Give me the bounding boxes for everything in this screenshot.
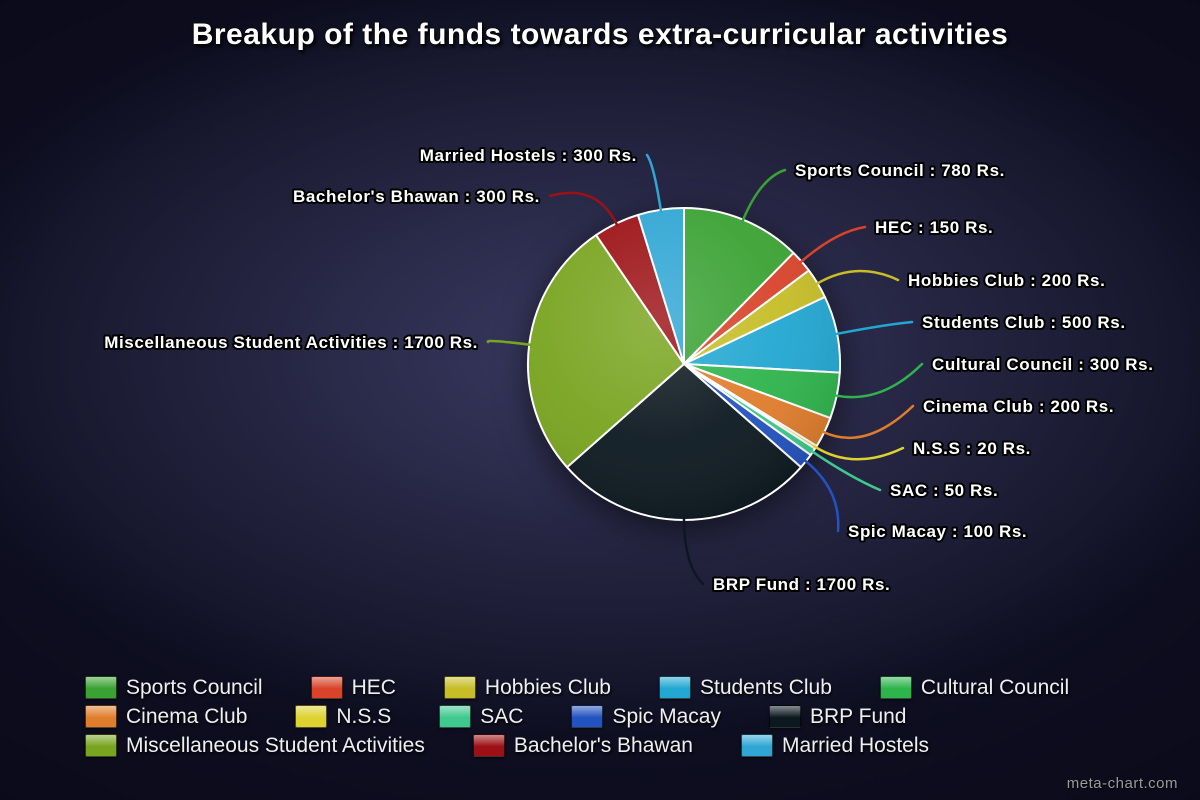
leader-line-sports-council bbox=[741, 168, 787, 223]
leader-line-n-s-s bbox=[812, 445, 905, 461]
legend-row: Sports Council HEC Hobbies Club Students Cl… bbox=[85, 676, 1160, 699]
leader-line-spic-macay bbox=[803, 458, 840, 533]
legend-row: Cinema Club N.S.S SAC Spic Macay BRP Fund bbox=[85, 705, 1160, 728]
leader-line-sac bbox=[809, 449, 882, 492]
leader-line-brp-fund bbox=[682, 516, 705, 586]
slice-label-spic-macay: Spic Macay : 100 Rs. bbox=[848, 522, 1027, 541]
leader-line-hobbies-club bbox=[814, 269, 900, 286]
legend-swatch-sports-council bbox=[85, 676, 117, 699]
legend-label-bachelor-s-bhawan: Bachelor's Bhawan bbox=[513, 733, 693, 757]
slice-label-married-hostels: Married Hostels : 300 Rs. bbox=[420, 146, 637, 165]
slice-label-sports-council: Sports Council : 780 Rs. bbox=[795, 161, 1005, 180]
leader-line-miscellaneous-student-activities bbox=[486, 339, 533, 347]
leader-line-cinema-club bbox=[821, 404, 915, 440]
slice-label-n-s-s: N.S.S : 20 Rs. bbox=[913, 439, 1031, 458]
legend-label-married-hostels: Married Hostels bbox=[781, 733, 929, 757]
slice-label-brp-fund: BRP Fund : 1700 Rs. bbox=[713, 575, 890, 594]
legend-item-cultural-council: Cultural Council bbox=[879, 675, 1070, 699]
legend-label-hec: HEC bbox=[351, 675, 396, 699]
leader-line-students-club bbox=[833, 320, 914, 336]
legend-item-married-hostels: Married Hostels bbox=[740, 733, 929, 757]
legend-item-bachelor-s-bhawan: Bachelor's Bhawan bbox=[472, 733, 693, 757]
legend-swatch-miscellaneous-student-activities bbox=[85, 734, 117, 757]
slice-label-cultural-council: Cultural Council : 300 Rs. bbox=[932, 355, 1154, 374]
legend-swatch-cinema-club bbox=[85, 705, 117, 728]
legend-swatch-bachelor-s-bhawan bbox=[472, 734, 505, 757]
legend-item-miscellaneous-student-activities: Miscellaneous Student Activities bbox=[85, 734, 425, 757]
legend-row: Miscellaneous Student Activities Bachelor… bbox=[85, 734, 1160, 757]
legend-label-spic-macay: Spic Macay bbox=[612, 704, 721, 728]
leader-line-married-hostels bbox=[645, 153, 663, 213]
legend-label-hobbies-club: Hobbies Club bbox=[484, 675, 611, 699]
legend-swatch-sac bbox=[439, 705, 472, 728]
legend-item-sports-council: Sports Council bbox=[85, 676, 263, 699]
legend-label-sac: SAC bbox=[480, 704, 524, 728]
legend-item-brp-fund: BRP Fund bbox=[768, 704, 907, 728]
legend-label-sports-council: Sports Council bbox=[126, 675, 263, 699]
legend-item-sac: SAC bbox=[439, 705, 523, 728]
slice-label-bachelor-s-bhawan: Bachelor's Bhawan : 300 Rs. bbox=[293, 187, 540, 206]
chart-title: Breakup of the funds towards extra-curri… bbox=[191, 18, 1009, 51]
legend-label-students-club: Students Club bbox=[699, 675, 832, 699]
slice-label-cinema-club: Cinema Club : 200 Rs. bbox=[923, 397, 1114, 416]
legend-swatch-cultural-council bbox=[879, 676, 912, 699]
legend-item-students-club: Students Club bbox=[658, 675, 832, 699]
slice-label-students-club: Students Club : 500 Rs. bbox=[922, 313, 1126, 332]
legend-label-brp-fund: BRP Fund bbox=[809, 704, 907, 728]
legend-label-cultural-council: Cultural Council bbox=[920, 675, 1070, 699]
legend-label-miscellaneous-student-activities: Miscellaneous Student Activities bbox=[126, 733, 425, 757]
leader-line-bachelor-s-bhawan bbox=[548, 191, 619, 227]
slice-label-hobbies-club: Hobbies Club : 200 Rs. bbox=[908, 271, 1105, 290]
legend-swatch-hec bbox=[310, 676, 343, 699]
slice-label-miscellaneous-student-activities: Miscellaneous Student Activities : 1700 … bbox=[104, 333, 478, 352]
legend: Sports Council HEC Hobbies Club Students Cl… bbox=[85, 676, 1160, 757]
legend-label-cinema-club: Cinema Club bbox=[126, 704, 248, 728]
legend-item-cinema-club: Cinema Club bbox=[85, 705, 247, 728]
legend-swatch-brp-fund bbox=[768, 705, 801, 728]
legend-item-n-s-s: N.S.S bbox=[295, 705, 391, 728]
legend-swatch-students-club bbox=[658, 676, 691, 699]
legend-label-n-s-s: N.S.S bbox=[336, 704, 392, 728]
slice-label-hec: HEC : 150 Rs. bbox=[875, 218, 993, 237]
legend-item-hec: HEC bbox=[310, 675, 396, 699]
leader-line-hec bbox=[798, 225, 867, 264]
watermark: meta-chart.com bbox=[1066, 775, 1178, 792]
slice-label-sac: SAC : 50 Rs. bbox=[890, 481, 998, 500]
legend-item-hobbies-club: Hobbies Club bbox=[443, 675, 611, 699]
legend-swatch-married-hostels bbox=[740, 734, 773, 757]
legend-swatch-spic-macay bbox=[571, 705, 604, 728]
legend-swatch-hobbies-club bbox=[443, 676, 476, 699]
leader-line-cultural-council bbox=[833, 362, 924, 399]
legend-item-spic-macay: Spic Macay bbox=[571, 705, 721, 728]
legend-swatch-n-s-s bbox=[295, 705, 328, 728]
